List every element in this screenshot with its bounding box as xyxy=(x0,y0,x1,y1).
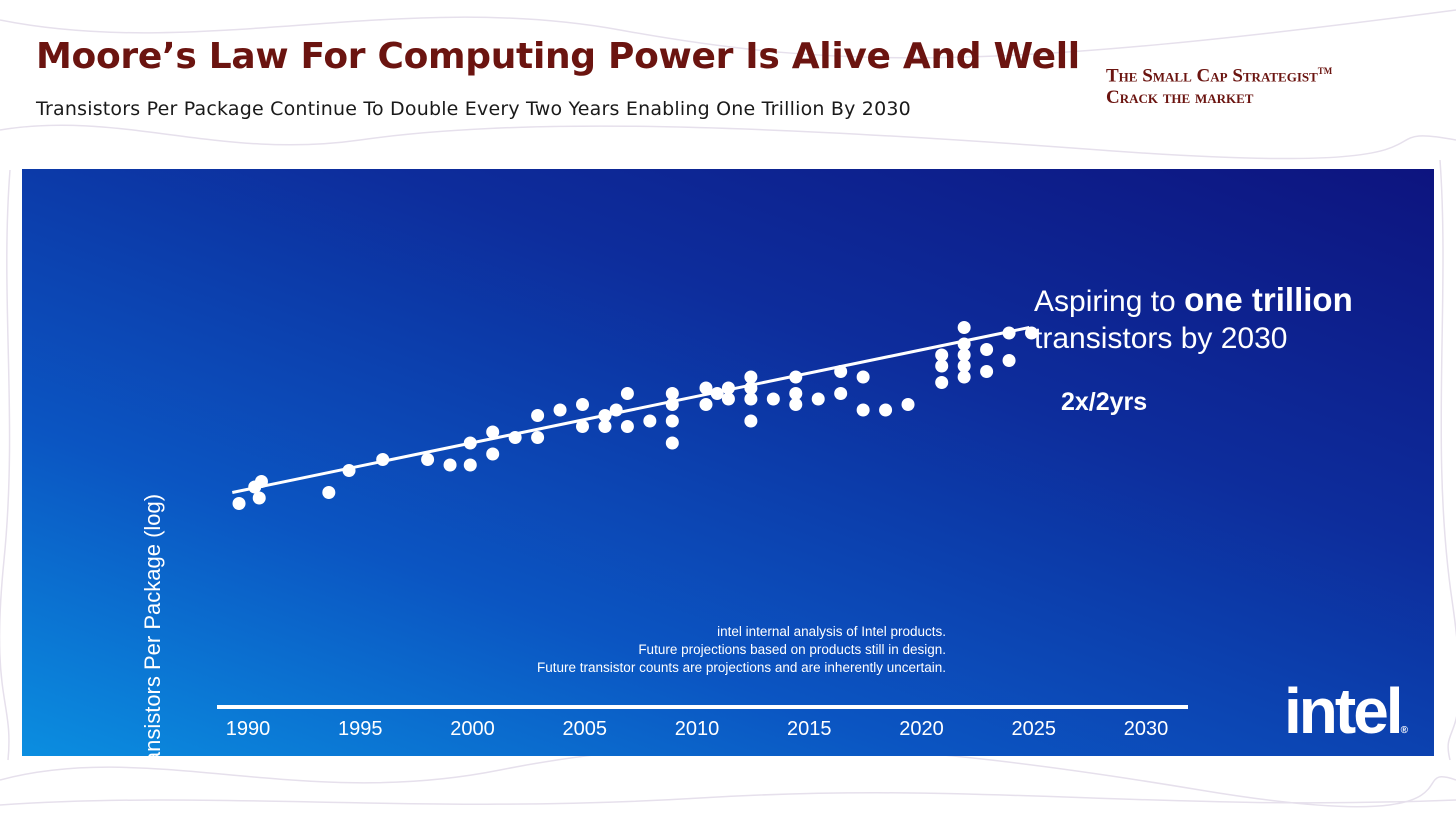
data-point xyxy=(980,365,994,378)
data-point xyxy=(957,321,971,334)
data-point xyxy=(957,337,971,351)
trademark-mark: TM xyxy=(1317,66,1333,76)
data-point xyxy=(463,436,477,450)
intel-logo: intel® xyxy=(1284,674,1408,748)
data-point xyxy=(531,409,545,422)
data-point xyxy=(1002,354,1016,367)
data-point xyxy=(620,387,634,400)
data-point xyxy=(620,420,634,433)
data-point xyxy=(744,370,758,384)
x-tick-label: 2025 xyxy=(1012,718,1057,740)
footnote-3: Future transistor counts are projections… xyxy=(537,660,946,675)
data-point xyxy=(376,453,390,466)
data-point xyxy=(901,398,915,411)
data-point xyxy=(576,420,590,433)
data-point xyxy=(721,392,735,406)
x-tick-label: 2015 xyxy=(787,718,832,740)
brand-logo: The Small Cap StrategistTM Crack the mar… xyxy=(1106,60,1332,109)
data-point xyxy=(463,458,477,472)
data-point xyxy=(811,392,825,406)
data-point xyxy=(553,403,567,417)
data-point xyxy=(856,403,870,417)
data-point xyxy=(935,359,949,373)
data-point xyxy=(254,475,268,488)
data-point xyxy=(232,497,246,510)
data-point xyxy=(834,387,848,400)
data-point xyxy=(879,403,893,417)
x-tick-label: 2020 xyxy=(899,718,944,740)
footnote-1: intel internal analysis of Intel product… xyxy=(717,624,946,639)
data-point xyxy=(421,453,435,466)
data-point xyxy=(486,447,500,461)
x-tick-label: 1990 xyxy=(226,718,271,740)
data-point xyxy=(598,420,612,433)
data-point xyxy=(980,343,994,356)
data-point xyxy=(665,436,679,450)
x-tick-label: 2010 xyxy=(675,718,720,740)
data-point xyxy=(598,409,612,422)
x-tick-label: 2005 xyxy=(563,718,608,740)
intel-logo-text: intel xyxy=(1284,675,1404,747)
aspiration-line2: transistors by 2030 xyxy=(1034,322,1288,355)
data-point xyxy=(1025,326,1039,340)
data-point xyxy=(322,486,336,499)
data-point xyxy=(935,376,949,389)
x-tick-label: 2000 xyxy=(450,718,495,740)
footnote-2: Future projections based on products sti… xyxy=(638,642,946,657)
data-point xyxy=(957,370,971,384)
brand-name-text: The Small Cap Strategist xyxy=(1106,65,1318,87)
data-point xyxy=(665,414,679,428)
trend-line xyxy=(231,326,1030,494)
data-point xyxy=(699,398,713,411)
x-tick-label: 2030 xyxy=(1124,718,1169,740)
brand-tagline: Crack the market xyxy=(1106,87,1254,109)
data-point xyxy=(342,464,356,477)
scatter-chart: 1990 1995 2000 2005 2010 2015 2020 2025 2030 xyxy=(217,321,1188,740)
footnotes: intel internal analysis of Intel product… xyxy=(537,623,946,677)
y-axis-label: Transistors Per Package (log) xyxy=(140,493,165,756)
data-point xyxy=(252,491,266,505)
data-point xyxy=(665,398,679,411)
data-point xyxy=(699,381,713,395)
chart-panel: 1990 1995 2000 2005 2010 2015 2020 2025 2030 Tra… xyxy=(22,169,1434,756)
data-point xyxy=(935,348,949,362)
data-point xyxy=(856,370,870,384)
data-point xyxy=(486,425,500,439)
data-point xyxy=(744,392,758,406)
aspiration-prefix: Aspiring to xyxy=(1034,285,1185,318)
aspiration-bold: one trillion xyxy=(1184,281,1353,318)
data-point xyxy=(789,387,803,400)
data-point xyxy=(665,387,679,400)
data-point xyxy=(508,431,522,444)
data-point xyxy=(834,365,848,378)
trend-rate-label: 2x/2yrs xyxy=(1061,388,1148,416)
data-point xyxy=(609,403,623,417)
data-point xyxy=(789,398,803,411)
page-title: Moore’s Law For Computing Power Is Alive… xyxy=(36,36,1080,77)
registered-mark: ® xyxy=(1400,725,1408,736)
data-point xyxy=(710,387,724,400)
data-point xyxy=(576,398,590,411)
data-point xyxy=(643,414,657,428)
data-point xyxy=(443,458,457,472)
brand-name: The Small Cap StrategistTM xyxy=(1106,60,1332,87)
x-tick-label: 1995 xyxy=(338,718,383,740)
data-point xyxy=(766,392,780,406)
data-point xyxy=(744,414,758,428)
data-point xyxy=(957,359,971,373)
data-point xyxy=(1002,326,1016,340)
data-point xyxy=(531,431,545,444)
data-point xyxy=(789,370,803,384)
data-point xyxy=(744,381,758,395)
aspiration-annotation: Aspiring to one trillion transistors by … xyxy=(1034,281,1353,357)
page-subtitle: Transistors Per Package Continue To Doub… xyxy=(36,98,911,120)
data-point xyxy=(957,348,971,362)
data-point xyxy=(721,381,735,395)
